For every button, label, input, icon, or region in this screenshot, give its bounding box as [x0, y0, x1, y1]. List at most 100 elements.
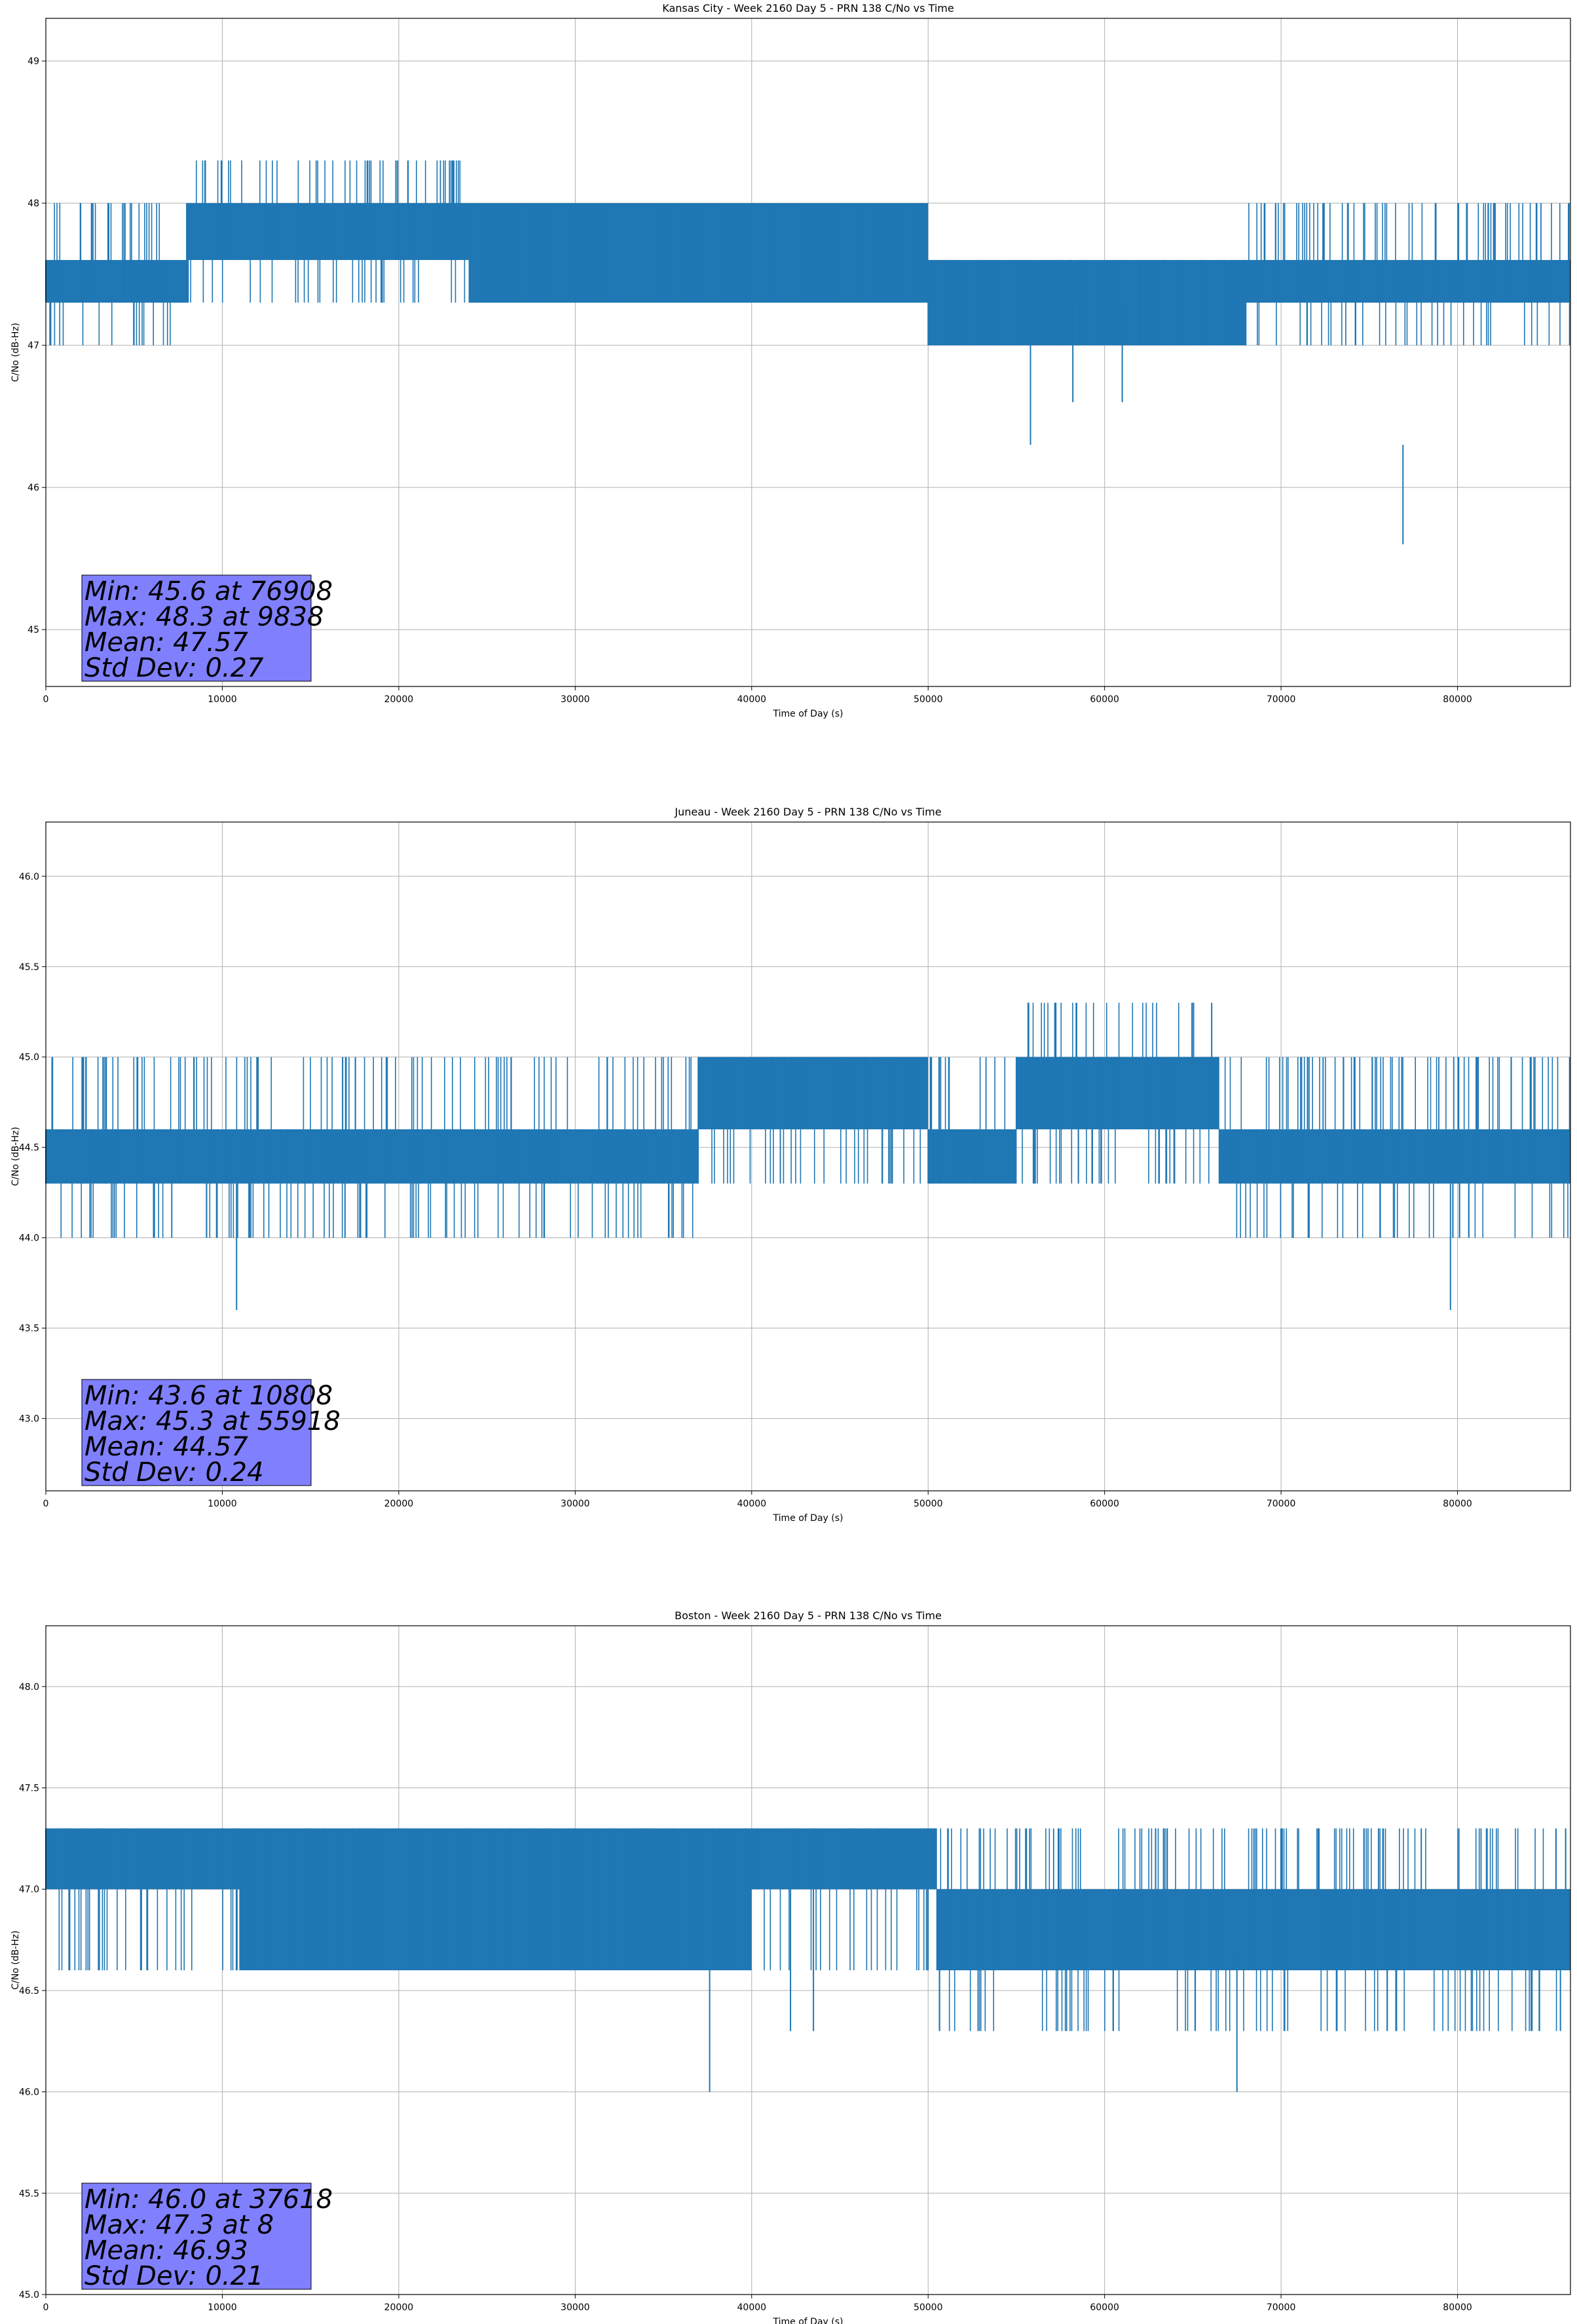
stats-line: Max: 48.3 at 9838 — [84, 602, 324, 632]
series-spikes — [50, 1828, 240, 1970]
series-band — [928, 1129, 1016, 1184]
y-axis-label: C/No (dB-Hz) — [10, 323, 21, 382]
x-tick-label: 0 — [43, 1499, 49, 1509]
series-band — [46, 1828, 240, 1890]
stats-box-background — [81, 574, 312, 682]
y-tick-label: 45.0 — [19, 2290, 39, 2300]
y-tick-label: 44.0 — [19, 1233, 39, 1244]
stats-line: Min: 45.6 at 76908 — [84, 576, 333, 607]
x-tick-label: 30000 — [561, 2302, 590, 2313]
x-tick-label: 60000 — [1090, 1499, 1119, 1509]
series-spikes — [938, 1828, 1567, 2031]
x-tick-label: 10000 — [208, 694, 237, 705]
series-spikes — [929, 259, 1246, 346]
series-spikes — [470, 203, 928, 303]
stats-box-background — [81, 2183, 312, 2290]
stats-line: Std Dev: 0.27 — [84, 653, 264, 683]
cno-series — [45, 1828, 1570, 2092]
x-tick-label: 20000 — [384, 1499, 414, 1509]
x-tick-label: 70000 — [1267, 2302, 1296, 2313]
y-axis-label: C/No (dB-Hz) — [10, 1127, 21, 1186]
y-tick-label: 46.0 — [19, 2088, 39, 2098]
series-band — [1246, 259, 1570, 303]
y-tick-label: 44.5 — [19, 1143, 39, 1153]
x-axis-label: Time of Day (s) — [773, 709, 844, 719]
stats-box-background — [81, 1379, 312, 1486]
series-spikes — [187, 160, 470, 303]
stats-line: Max: 45.3 at 55918 — [84, 1406, 341, 1436]
y-tick-label: 43.5 — [19, 1324, 39, 1334]
x-tick-label: 80000 — [1443, 1499, 1472, 1509]
x-axis-label: Time of Day (s) — [773, 1513, 844, 1524]
x-tick-label: 50000 — [914, 1499, 943, 1509]
series-band — [928, 259, 1246, 346]
x-tick-label: 80000 — [1443, 2302, 1472, 2313]
y-tick-label: 48 — [28, 198, 39, 209]
axes-frame — [45, 18, 1571, 687]
x-tick-label: 50000 — [914, 2302, 943, 2313]
stats-line: Max: 47.3 at 8 — [84, 2210, 274, 2240]
y-tick-label: 46.5 — [19, 1986, 39, 1996]
chart-panel-2: 0 10000 20000 30000 40000 50000 60000 70000 8000… — [10, 806, 1571, 1524]
chart-panel-3: 0 10000 20000 30000 40000 50000 60000 70000 8000… — [10, 1609, 1571, 2324]
x-tick-label: 0 — [43, 694, 49, 705]
cno-series — [45, 1002, 1570, 1311]
x-tick-label: 70000 — [1267, 694, 1296, 705]
y-tick-label: 49 — [28, 56, 39, 67]
stats-line: Mean: 47.57 — [84, 628, 248, 658]
y-tick-label: 47.5 — [19, 1784, 39, 1794]
chart-title: Juneau - Week 2160 Day 5 - PRN 138 C/No … — [674, 806, 941, 818]
cno-series — [45, 160, 1570, 544]
x-tick-label: 30000 — [561, 1499, 590, 1509]
series-spikes — [929, 1057, 1017, 1184]
y-tick-label: 46.0 — [19, 872, 39, 882]
y-tick-label: 48.0 — [19, 1682, 39, 1693]
series-spikes — [700, 1057, 921, 1184]
series-band — [46, 259, 187, 303]
series-spikes — [51, 1057, 205, 1238]
y-tick-label: 45.5 — [19, 962, 39, 973]
x-tick-label: 80000 — [1443, 694, 1472, 705]
chart-title: Kansas City - Week 2160 Day 5 - PRN 138 … — [662, 2, 954, 14]
x-tick-label: 50000 — [914, 694, 943, 705]
chart-panel-1: 0 10000 20000 30000 40000 50000 60000 70000 8000… — [10, 2, 1571, 719]
chart-title: Boston - Week 2160 Day 5 - PRN 138 C/No … — [675, 1609, 942, 1622]
x-tick-label: 40000 — [737, 694, 767, 705]
stats-line: Mean: 46.93 — [84, 2236, 248, 2266]
stats-line: Std Dev: 0.24 — [84, 1457, 264, 1488]
stats-line: Min: 46.0 at 37618 — [84, 2184, 333, 2215]
series-spikes — [1245, 203, 1570, 346]
x-tick-label: 20000 — [384, 2302, 414, 2313]
y-tick-label: 47.0 — [19, 1884, 39, 1895]
stats-line: Std Dev: 0.21 — [84, 2261, 264, 2291]
y-tick-label: 43.0 — [19, 1414, 39, 1425]
series-band — [1016, 1057, 1219, 1130]
x-tick-label: 40000 — [737, 2302, 767, 2313]
y-tick-label: 45.0 — [19, 1053, 39, 1063]
x-tick-label: 60000 — [1090, 694, 1119, 705]
x-tick-label: 0 — [43, 2302, 49, 2313]
series-spikes — [756, 1828, 935, 1970]
series-spikes — [1022, 1002, 1213, 1184]
x-tick-label: 10000 — [208, 2302, 237, 2313]
y-tick-label: 47 — [28, 341, 39, 351]
series-band — [187, 203, 470, 260]
axes-frame — [45, 821, 1571, 1491]
y-axis-label: C/No (dB-Hz) — [10, 1930, 21, 1989]
x-axis-label: Time of Day (s) — [773, 2317, 844, 2324]
series-spikes — [206, 1057, 699, 1238]
x-tick-label: 20000 — [384, 694, 414, 705]
x-tick-label: 10000 — [208, 1499, 237, 1509]
series-spikes — [1224, 1057, 1570, 1238]
y-tick-label: 46 — [28, 483, 39, 493]
y-tick-label: 45.5 — [19, 2188, 39, 2199]
axes-frame — [45, 1625, 1571, 2295]
x-tick-label: 60000 — [1090, 2302, 1119, 2313]
stats-line: Min: 43.6 at 10808 — [84, 1381, 333, 1411]
x-tick-label: 40000 — [737, 1499, 767, 1509]
series-band — [698, 1057, 929, 1130]
